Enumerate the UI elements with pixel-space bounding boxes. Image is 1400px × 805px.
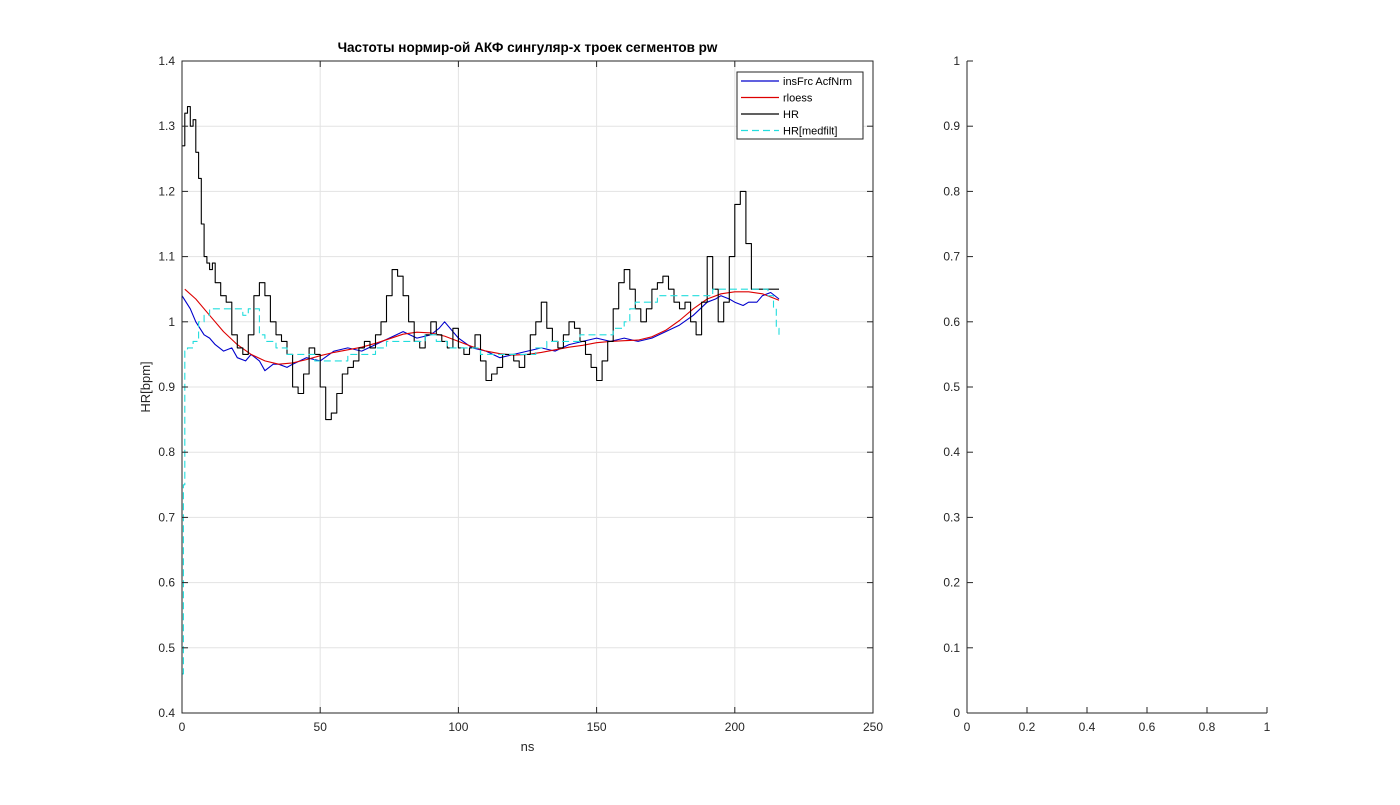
main-plot-series xyxy=(181,106,780,675)
legend-label-rloess: rloess xyxy=(783,93,813,105)
legend-label-insfrc-acfnrm: insFrc AcfNrm xyxy=(783,76,852,88)
y-tick-label: 1 xyxy=(168,315,175,329)
y-tick-label: 1.4 xyxy=(158,54,175,68)
secondary-y-tick-label: 0 xyxy=(953,706,960,720)
secondary-x-tick-label: 1 xyxy=(1264,720,1271,734)
series-line-insfrc-acfnrm xyxy=(181,291,780,372)
y-tick-label: 0.4 xyxy=(158,706,175,720)
secondary-x-tick-label: 0.8 xyxy=(1199,720,1216,734)
main-plot-grid xyxy=(182,61,873,713)
legend-label-hr: HR xyxy=(783,109,799,121)
secondary-y-tick-label: 0.6 xyxy=(943,315,960,329)
legend-label-hr-medfilt: HR[medfilt] xyxy=(783,126,837,138)
y-tick-label: 1.1 xyxy=(158,250,175,264)
x-tick-label: 50 xyxy=(314,720,328,734)
secondary-y-tick-label: 1 xyxy=(953,54,960,68)
secondary-y-tick-label: 0.3 xyxy=(943,510,960,524)
x-axis-label: ns xyxy=(521,739,535,754)
y-tick-label: 0.9 xyxy=(158,380,175,394)
secondary-x-tick-label: 0.2 xyxy=(1019,720,1036,734)
secondary-y-tick-label: 0.2 xyxy=(943,576,960,590)
y-tick-label: 0.7 xyxy=(158,510,175,524)
main-plot-axes: 0 50 100 150 200 250 0.4 0.5 0.6 0.7 0.8 0.9 1 1.1 1.2… xyxy=(138,40,883,754)
secondary-y-tick-label: 0.4 xyxy=(943,445,960,459)
x-tick-label: 250 xyxy=(863,720,883,734)
y-tick-label: 1.3 xyxy=(158,119,175,133)
series-line-rloess xyxy=(184,288,780,365)
secondary-y-tick-label: 0.5 xyxy=(943,380,960,394)
series-line-hr xyxy=(182,106,779,421)
x-tick-label: 200 xyxy=(725,720,745,734)
y-tick-label: 0.8 xyxy=(158,445,175,459)
secondary-y-tick-label: 0.1 xyxy=(943,641,960,655)
main-plot-ticks: 0 50 100 150 200 250 0.4 0.5 0.6 0.7 0.8 0.9 1 1.1 1.2… xyxy=(158,54,883,734)
secondary-x-tick-label: 0.4 xyxy=(1079,720,1096,734)
x-tick-label: 0 xyxy=(179,720,186,734)
secondary-plot-ticks: 0 0.2 0.4 0.6 0.8 1 0 0.1 0.2 0.3 0.4 0.5 0.6 0.7 0.8 0… xyxy=(943,54,1270,734)
legend-box xyxy=(736,71,864,140)
secondary-y-tick-label: 0.9 xyxy=(943,119,960,133)
secondary-plot-axes: 0 0.2 0.4 0.6 0.8 1 0 0.1 0.2 0.3 0.4 0.5 0.6 0.7 0.8 0… xyxy=(943,54,1270,734)
secondary-y-tick-label: 0.8 xyxy=(943,184,960,198)
y-tick-label: 0.6 xyxy=(158,576,175,590)
y-tick-label: 0.5 xyxy=(158,641,175,655)
series-line-hr-medfilt xyxy=(182,288,780,675)
secondary-y-tick-label: 0.7 xyxy=(943,250,960,264)
secondary-x-tick-label: 0.6 xyxy=(1139,720,1156,734)
y-tick-label: 1.2 xyxy=(158,184,175,198)
x-tick-label: 100 xyxy=(448,720,468,734)
legend: insFrc AcfNrm rloess HR HR[medfilt] xyxy=(736,71,864,140)
secondary-x-tick-label: 0 xyxy=(964,720,971,734)
chart-title: Частоты нормир-ой АКФ сингуляр-х троек с… xyxy=(338,40,718,55)
y-axis-label: HR[bpm] xyxy=(138,361,153,412)
x-tick-label: 150 xyxy=(587,720,607,734)
